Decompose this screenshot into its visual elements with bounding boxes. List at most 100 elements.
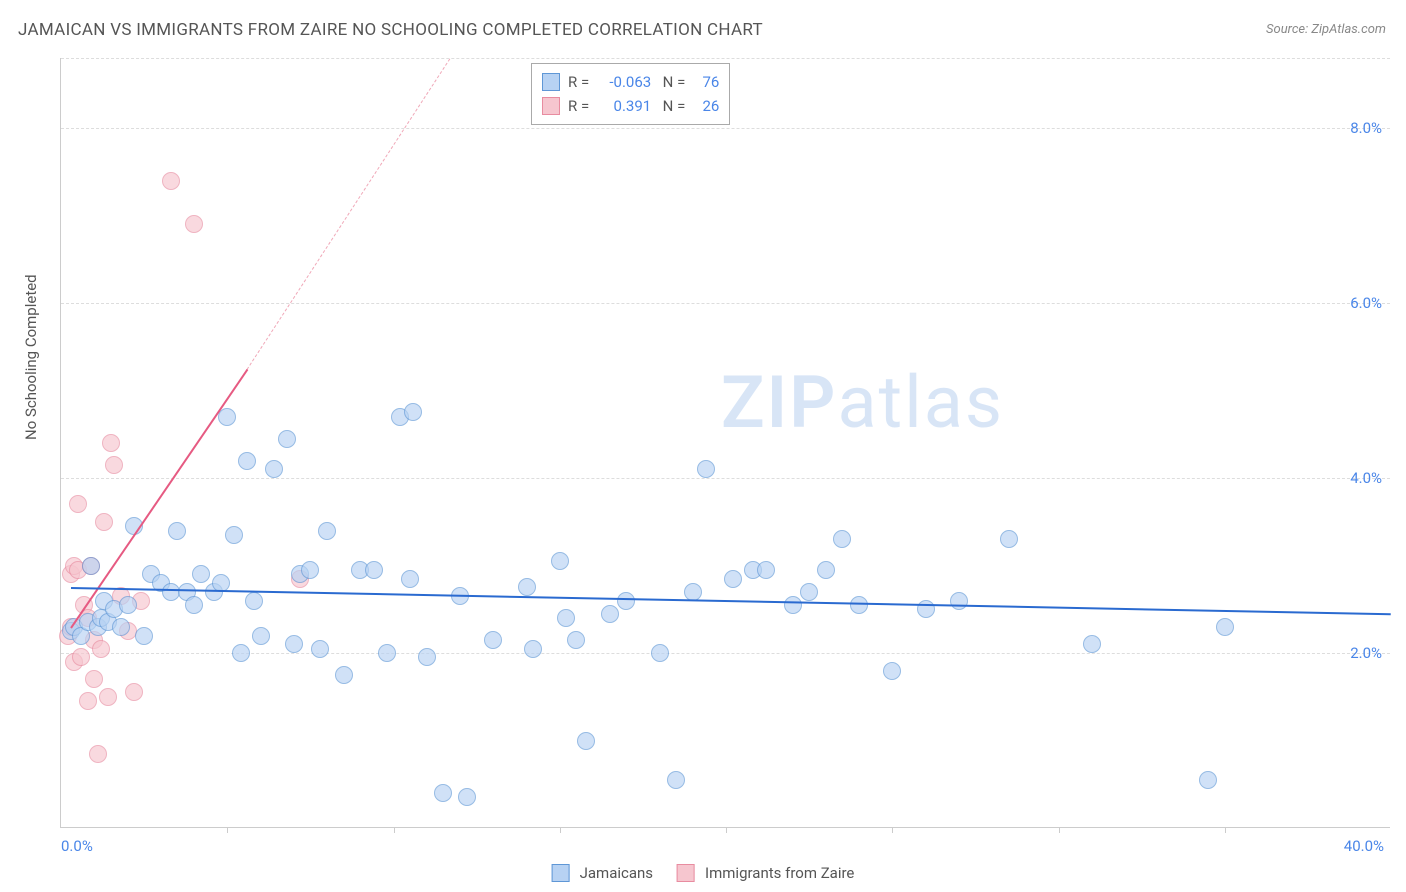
legend-swatch — [542, 73, 560, 91]
y-tick-label: 8.0% — [1350, 119, 1382, 137]
scatter-point — [192, 565, 210, 583]
scatter-point — [1083, 635, 1101, 653]
scatter-point — [218, 408, 236, 426]
scatter-point — [125, 683, 143, 701]
scatter-point — [577, 732, 595, 750]
scatter-point — [667, 771, 685, 789]
x-tick-mark — [726, 827, 727, 833]
scatter-point — [883, 662, 901, 680]
scatter-point — [557, 609, 575, 627]
chart-title: JAMAICAN VS IMMIGRANTS FROM ZAIRE NO SCH… — [18, 20, 763, 40]
stat-n-label: N = — [655, 70, 685, 94]
legend-swatch — [552, 864, 570, 882]
scatter-point — [850, 596, 868, 614]
scatter-point — [404, 403, 422, 421]
scatter-point — [119, 596, 137, 614]
legend-item: Immigrants from Zaire — [677, 864, 854, 882]
scatter-point — [365, 561, 383, 579]
scatter-point — [567, 631, 585, 649]
scatter-point — [95, 513, 113, 531]
scatter-point — [697, 460, 715, 478]
gridline — [61, 653, 1390, 654]
legend-label: Immigrants from Zaire — [705, 864, 854, 882]
scatter-point — [1216, 618, 1234, 636]
scatter-point — [82, 557, 100, 575]
y-tick-label: 6.0% — [1350, 294, 1382, 312]
scatter-point — [72, 648, 90, 666]
stat-n-value: 76 — [689, 70, 719, 94]
scatter-point — [278, 430, 296, 448]
scatter-point — [185, 215, 203, 233]
scatter-point — [524, 640, 542, 658]
scatter-point — [684, 583, 702, 601]
gridline — [61, 478, 1390, 479]
scatter-point — [85, 670, 103, 688]
scatter-point — [401, 570, 419, 588]
scatter-point — [232, 644, 250, 662]
y-axis-label: No Schooling Completed — [22, 274, 40, 440]
scatter-point — [225, 526, 243, 544]
x-tick-label: 0.0% — [61, 837, 93, 855]
scatter-point — [318, 522, 336, 540]
stats-row: R = -0.063 N = 76 — [542, 70, 719, 94]
stats-row: R = 0.391 N = 26 — [542, 94, 719, 118]
x-tick-mark — [1225, 827, 1226, 833]
scatter-point — [651, 644, 669, 662]
scatter-point — [335, 666, 353, 684]
scatter-point — [458, 788, 476, 806]
trend-line — [247, 58, 451, 369]
watermark: ZIPatlas — [721, 360, 1004, 445]
plot-area: 2.0%4.0%6.0%8.0%0.0%40.0%ZIPatlasR = -0.… — [60, 58, 1390, 828]
scatter-point — [518, 578, 536, 596]
trend-line — [71, 587, 1391, 615]
scatter-point — [311, 640, 329, 658]
stat-r-value: -0.063 — [593, 70, 651, 94]
scatter-point — [724, 570, 742, 588]
scatter-point — [800, 583, 818, 601]
legend-item: Jamaicans — [552, 864, 653, 882]
legend: Jamaicans Immigrants from Zaire — [552, 864, 855, 882]
scatter-point — [434, 784, 452, 802]
gridline — [61, 128, 1390, 129]
scatter-point — [245, 592, 263, 610]
x-tick-mark — [394, 827, 395, 833]
scatter-point — [252, 627, 270, 645]
scatter-point — [69, 495, 87, 513]
scatter-point — [89, 745, 107, 763]
scatter-point — [418, 648, 436, 666]
scatter-point — [265, 460, 283, 478]
gridline — [61, 58, 1390, 59]
scatter-point — [99, 688, 117, 706]
scatter-point — [185, 596, 203, 614]
scatter-point — [285, 635, 303, 653]
x-tick-mark — [1059, 827, 1060, 833]
scatter-point — [238, 452, 256, 470]
scatter-point — [162, 172, 180, 190]
scatter-point — [92, 640, 110, 658]
scatter-point — [484, 631, 502, 649]
scatter-point — [168, 522, 186, 540]
scatter-point — [162, 583, 180, 601]
stat-r-label: R = — [568, 70, 589, 94]
scatter-point — [833, 530, 851, 548]
x-tick-mark — [892, 827, 893, 833]
y-tick-label: 2.0% — [1350, 644, 1382, 662]
scatter-point — [1000, 530, 1018, 548]
stat-n-value: 26 — [689, 94, 719, 118]
scatter-point — [112, 618, 130, 636]
y-tick-label: 4.0% — [1350, 469, 1382, 487]
legend-swatch — [677, 864, 695, 882]
scatter-point — [105, 456, 123, 474]
correlation-stats-box: R = -0.063 N = 76R = 0.391 N = 26 — [531, 63, 730, 125]
scatter-point — [757, 561, 775, 579]
scatter-point — [784, 596, 802, 614]
scatter-point — [135, 627, 153, 645]
scatter-point — [817, 561, 835, 579]
x-tick-label: 40.0% — [1344, 837, 1384, 855]
stat-n-label: N = — [655, 94, 685, 118]
gridline — [61, 303, 1390, 304]
stat-r-value: 0.391 — [593, 94, 651, 118]
legend-swatch — [542, 97, 560, 115]
scatter-point — [617, 592, 635, 610]
scatter-point — [551, 552, 569, 570]
